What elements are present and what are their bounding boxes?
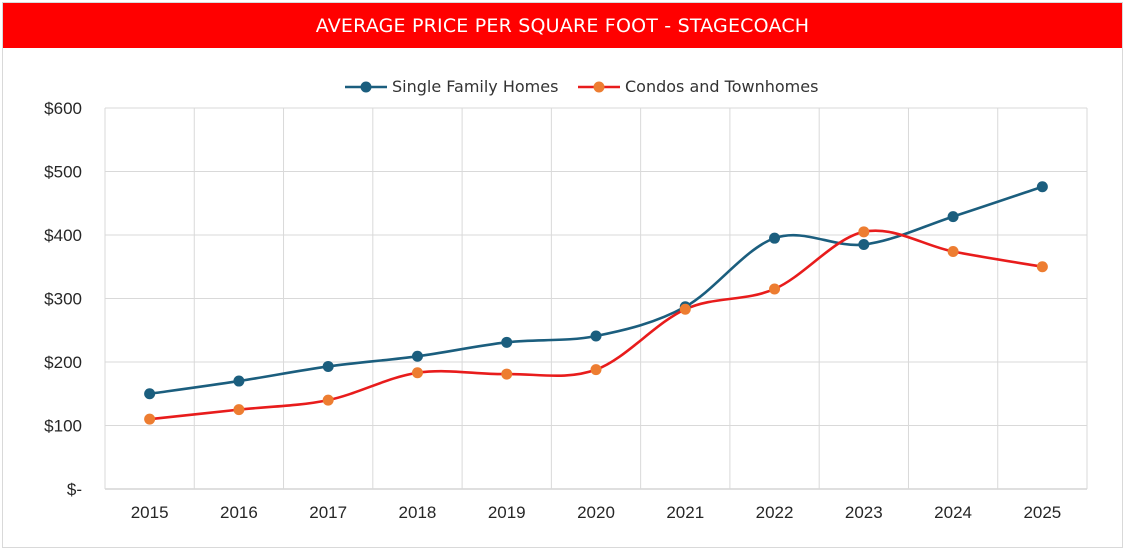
- condos-and-townhomes-point-2015: [144, 413, 156, 425]
- y-tick-label: $500: [44, 163, 82, 182]
- condos-and-townhomes-point-2023: [858, 226, 870, 238]
- legend: Single Family Homes Condos and Townhomes: [345, 77, 818, 96]
- series-markers: [144, 181, 1048, 425]
- single-family-homes-point-2016: [233, 375, 245, 387]
- condos-and-townhomes-point-2022: [769, 283, 781, 295]
- single-family-homes-point-2017: [322, 360, 334, 372]
- grid-lines: [104, 107, 1088, 490]
- x-tick-label: 2020: [577, 503, 615, 522]
- legend-item-condos-and-townhomes: Condos and Townhomes: [578, 77, 818, 96]
- x-tick-label: 2015: [131, 503, 169, 522]
- condos-and-townhomes-point-2024: [947, 246, 959, 258]
- condos-and-townhomes-point-2018: [411, 367, 423, 379]
- y-tick-label: $400: [44, 226, 82, 245]
- y-tick-label: $200: [44, 353, 82, 372]
- x-tick-label: 2024: [934, 503, 972, 522]
- single-family-homes-point-2019: [501, 336, 513, 348]
- x-tick-label: 2016: [220, 503, 258, 522]
- legend-label: Condos and Townhomes: [625, 77, 818, 96]
- y-tick-label: $600: [44, 99, 82, 118]
- legend-item-single-family-homes: Single Family Homes: [345, 77, 558, 96]
- x-tick-label: 2018: [399, 503, 437, 522]
- single-family-homes-point-2025: [1036, 181, 1048, 193]
- condos-and-townhomes-point-2019: [501, 368, 513, 380]
- condos-and-townhomes-point-2017: [322, 394, 334, 406]
- axis-labels: $- $100 $200 $300 $400 $500 $600 2015 2016 2017 20…: [44, 99, 1061, 522]
- legend-swatch-marker: [593, 81, 605, 93]
- y-tick-label: $-: [67, 480, 82, 499]
- condos-and-townhomes-point-2021: [679, 303, 691, 315]
- condos-and-townhomes-point-2020: [590, 364, 602, 376]
- single-family-homes-point-2024: [947, 211, 959, 223]
- legend-label: Single Family Homes: [392, 77, 558, 96]
- single-family-homes-point-2022: [769, 232, 781, 244]
- condos-and-townhomes-point-2025: [1036, 261, 1048, 273]
- single-family-homes-point-2018: [411, 350, 423, 362]
- x-tick-label: 2025: [1023, 503, 1061, 522]
- legend-swatch-marker: [360, 81, 372, 93]
- y-tick-label: $300: [44, 290, 82, 309]
- x-tick-label: 2021: [666, 503, 704, 522]
- x-tick-label: 2023: [845, 503, 883, 522]
- single-family-homes-point-2020: [590, 330, 602, 342]
- chart-title: AVERAGE PRICE PER SQUARE FOOT - STAGECOA…: [3, 3, 1122, 48]
- y-tick-label: $100: [44, 417, 82, 436]
- single-family-homes-point-2023: [858, 239, 870, 251]
- x-tick-label: 2019: [488, 503, 526, 522]
- x-tick-label: 2022: [756, 503, 794, 522]
- single-family-homes-point-2015: [144, 388, 156, 400]
- condos-and-townhomes-point-2016: [233, 404, 245, 416]
- x-tick-label: 2017: [309, 503, 347, 522]
